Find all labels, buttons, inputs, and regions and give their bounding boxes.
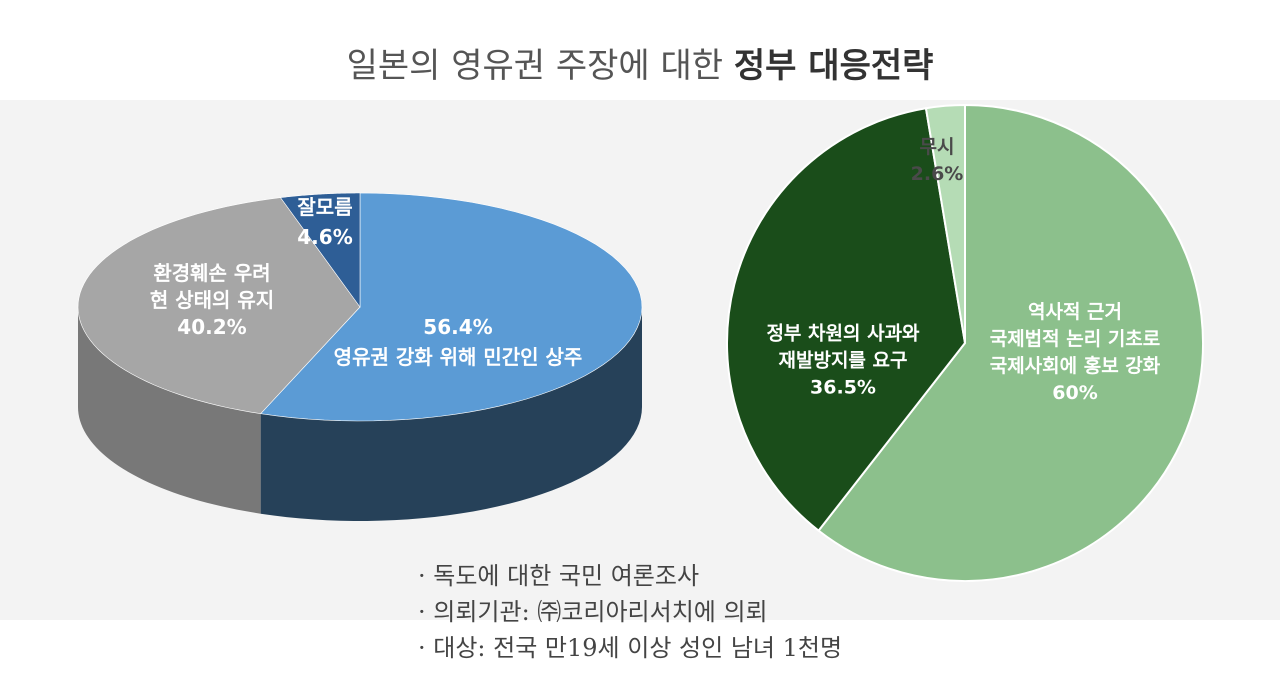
note-2: · 의뢰기관: ㈜코리아리서치에 의뢰 [418,598,768,626]
chart-1-slice-2 [280,192,361,308]
chart-2-label-2: 무시 2.6% [911,136,964,185]
chart-1-slice-side-0 [260,307,642,521]
chart-1-label-1: 환경훼손 우려 현 상태의 유지 40.2% [150,261,274,339]
chart-1-pie [77,192,643,521]
title-normal: 일본의 영유권 주장에 대한 [346,46,724,86]
note-3: · 대상: 전국 만19세 이상 성인 남녀 1천명 [418,634,843,662]
chart-1-slice-0 [260,192,643,422]
page-title: 일본의 영유권 주장에 대한 정부 대응전략 [0,38,1280,87]
chart-1-label-0: 56.4% 영유권 강화 위해 민간인 상주 [334,315,583,369]
chart-2-pie [726,103,1204,582]
chart-2-label-0: 역사적 근거 국제법적 논리 기초로 국제사회에 홍보 강화 60% [990,301,1161,404]
chart-1-slice-1 [77,197,361,415]
chart-2-slice-1 [726,107,967,533]
chart-1-slice-side-1 [78,307,261,514]
chart-2-label-1: 정부 차원의 사과와 재발방지를 요구 36.5% [766,323,920,399]
chart-1-label-2: 잘모름 4.6% [297,195,352,249]
note-1: · 독도에 대한 국민 여론조사 [418,562,700,590]
title-bold: 정부 대응전략 [733,46,934,86]
chart-2-slice-0 [817,103,1204,582]
chart-2-slice-2 [924,103,966,344]
survey-notes: · 독도에 대한 국민 여론조사 · 의뢰기관: ㈜코리아리서치에 의뢰 · 대… [418,558,842,666]
